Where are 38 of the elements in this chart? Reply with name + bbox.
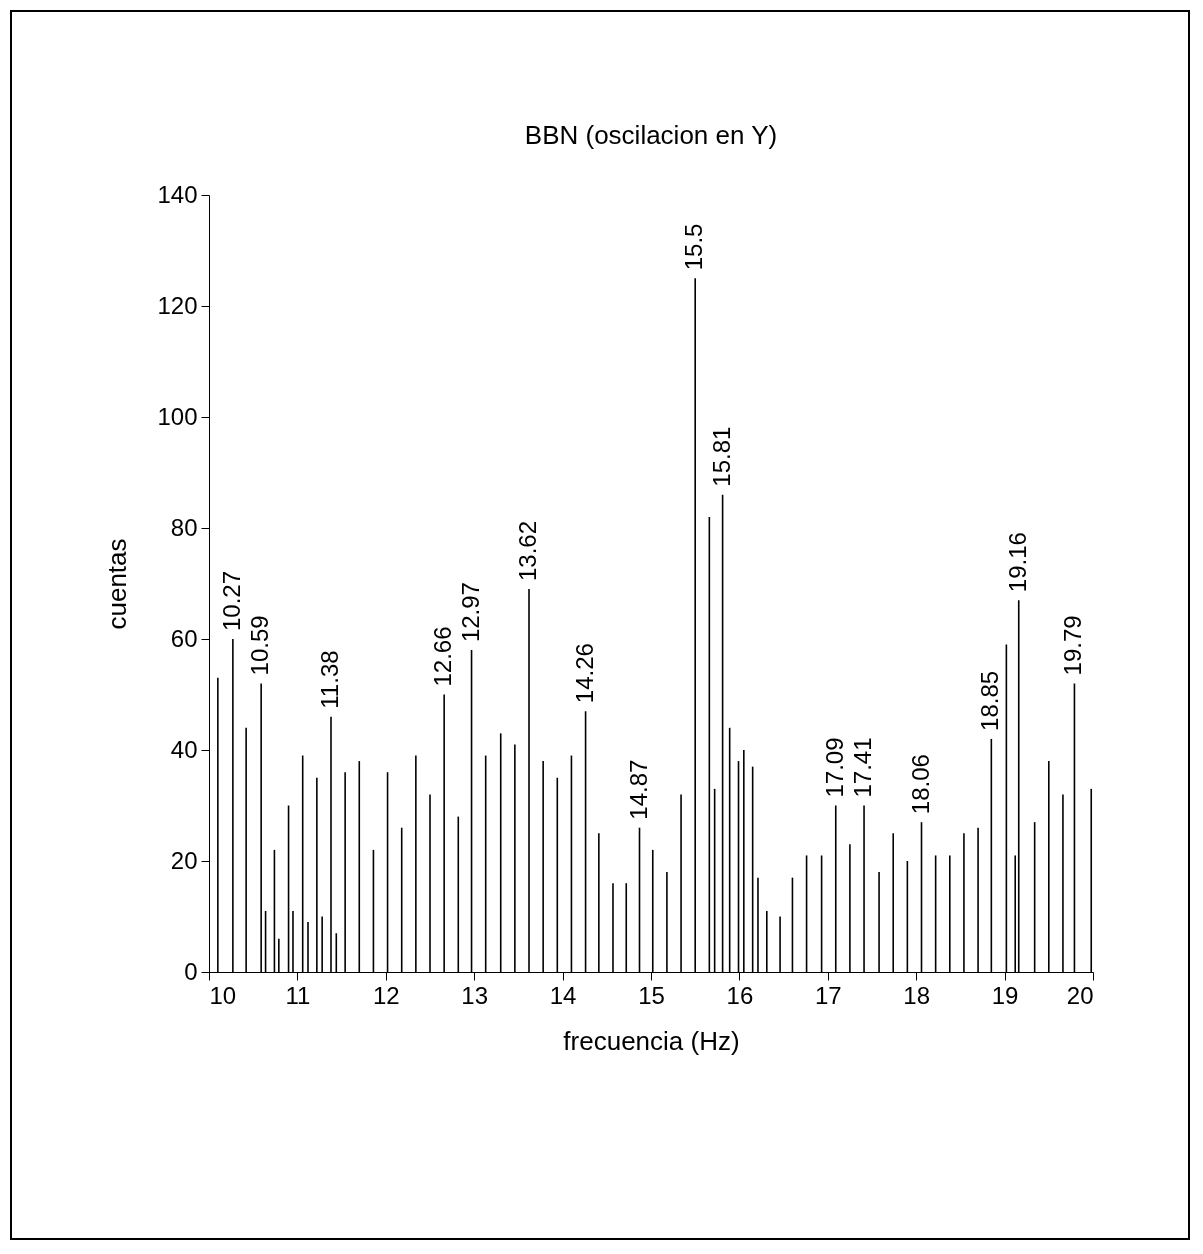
annotation: 10.27 [217, 570, 245, 631]
annotation: 19.16 [1003, 532, 1031, 593]
y-tick-label: 40 [170, 735, 198, 763]
y-tick-label: 100 [157, 402, 198, 430]
y-tick-label: 140 [157, 180, 198, 208]
y-tick-label: 0 [184, 957, 198, 985]
annotation: 18.85 [976, 670, 1004, 731]
annotation: 18.06 [906, 754, 934, 815]
x-tick-label: 10 [209, 981, 237, 1009]
y-tick-label: 20 [170, 846, 198, 874]
annotation: 11.38 [315, 650, 343, 709]
x-tick-label: 11 [285, 981, 311, 1009]
annotation: 14.26 [570, 643, 598, 704]
x-tick-label: 12 [372, 981, 400, 1009]
x-tick-label: 13 [461, 981, 489, 1009]
x-axis-title: frecuencia (Hz) [563, 1025, 740, 1056]
x-tick-label: 18 [903, 981, 931, 1009]
annotation: 15.81 [707, 426, 735, 487]
x-tick-label: 17 [814, 981, 842, 1009]
annotation: 10.59 [246, 615, 274, 676]
annotation: 17.41 [849, 737, 877, 798]
x-tick-label: 14 [549, 981, 577, 1009]
y-tick-label: 120 [157, 291, 198, 319]
annotation: 17.09 [820, 737, 848, 798]
annotation: 15.5 [680, 223, 708, 271]
y-tick-label: 60 [170, 624, 198, 652]
annotation: 19.79 [1059, 615, 1087, 676]
annotation: 14.87 [624, 759, 652, 820]
x-tick-label: 16 [726, 981, 754, 1009]
annotation: 13.62 [514, 520, 542, 582]
y-axis-title: cuentas [102, 538, 133, 630]
y-tick-label: 80 [170, 513, 198, 541]
annotation: 12.97 [456, 582, 484, 643]
x-tick-label: 19 [991, 981, 1019, 1009]
annotation: 12.66 [429, 626, 457, 687]
chart-title: BBN (oscilacion en Y) [524, 120, 778, 150]
x-tick-label: 15 [638, 981, 665, 1009]
x-tick-label: 20 [1066, 981, 1094, 1009]
